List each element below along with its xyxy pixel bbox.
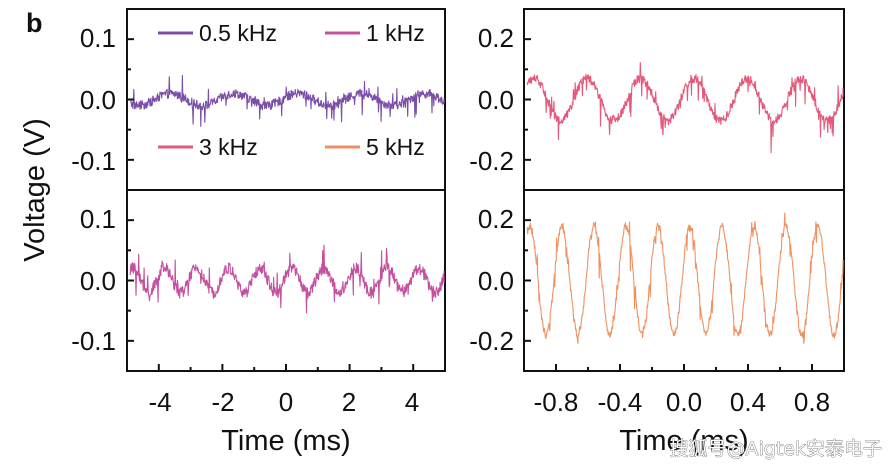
xtick-label: 0 <box>279 387 293 417</box>
traces-layer <box>129 62 844 345</box>
xtick-label: 0.0 <box>666 387 702 417</box>
ytick-label: 0.2 <box>478 204 514 234</box>
frame-bottom-right <box>523 189 845 372</box>
xtick-label: -0.4 <box>598 387 643 417</box>
ytick-label: 0.1 <box>80 204 116 234</box>
legend-label-1khz: 1 kHz <box>366 20 425 46</box>
xtick-label: 0.4 <box>730 387 766 417</box>
panel-letter: b <box>26 8 43 38</box>
ticks-layer <box>127 38 813 371</box>
legend-label-0-5khz: 0.5 kHz <box>199 20 277 46</box>
xtick-label: 0.8 <box>794 387 830 417</box>
xtick-label: -4 <box>148 387 171 417</box>
ytick-label: -0.2 <box>469 146 514 176</box>
ytick-label: 0.0 <box>80 266 116 296</box>
y-axis-title: Voltage (V) <box>19 118 51 261</box>
xtick-label: -0.8 <box>534 387 579 417</box>
x-axis-title-right: Time (ms) <box>619 425 748 457</box>
legend-label-3khz: 3 kHz <box>199 134 258 160</box>
xtick-label: -2 <box>211 387 234 417</box>
series-trace-5-khz <box>526 212 844 345</box>
ytick-label: 0.0 <box>478 85 514 115</box>
xtick-label: 2 <box>342 387 356 417</box>
xtick-label: 4 <box>405 387 419 417</box>
series-trace-0-5-khz <box>130 74 445 127</box>
ytick-label: -0.1 <box>71 146 116 176</box>
watermark-text: 搜狐号@Aigtek安泰电子 <box>670 438 882 460</box>
x-axis-title-left: Time (ms) <box>221 425 350 457</box>
ytick-label: 0.1 <box>80 23 116 53</box>
ytick-label: 0.2 <box>478 23 514 53</box>
ytick-label: -0.1 <box>71 326 116 356</box>
ytick-label: 0.0 <box>80 85 116 115</box>
legend-label-5khz: 5 kHz <box>366 134 425 160</box>
ytick-label: 0.0 <box>478 266 514 296</box>
ytick-label: -0.2 <box>469 326 514 356</box>
series-trace-1-khz <box>129 244 445 314</box>
series-trace-3-khz <box>526 62 844 154</box>
